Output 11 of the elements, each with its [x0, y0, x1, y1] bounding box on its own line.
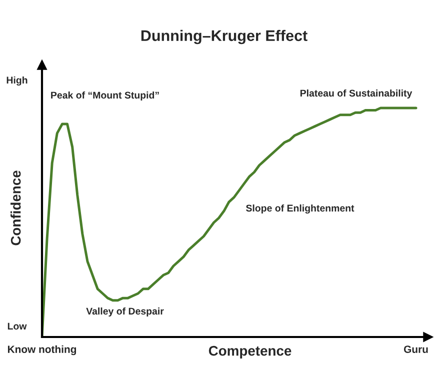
text: High	[6, 76, 28, 86]
text: Plateau of Sustainability	[300, 89, 412, 99]
text: Low	[8, 322, 27, 330]
y-axis-title: Confidence	[10, 170, 21, 246]
chart-title: Dunning–Kruger Effect	[141, 30, 308, 44]
text: Peak of “Mount Stupid”	[51, 91, 159, 101]
x-tick-label: Know nothing	[8, 345, 76, 356]
annotation: Slope of Enlightenment	[246, 204, 354, 214]
x-tick-label: Guru	[404, 346, 428, 353]
x-axis-title: Competence	[208, 346, 292, 358]
annotation: Valley of Despair	[86, 307, 164, 317]
